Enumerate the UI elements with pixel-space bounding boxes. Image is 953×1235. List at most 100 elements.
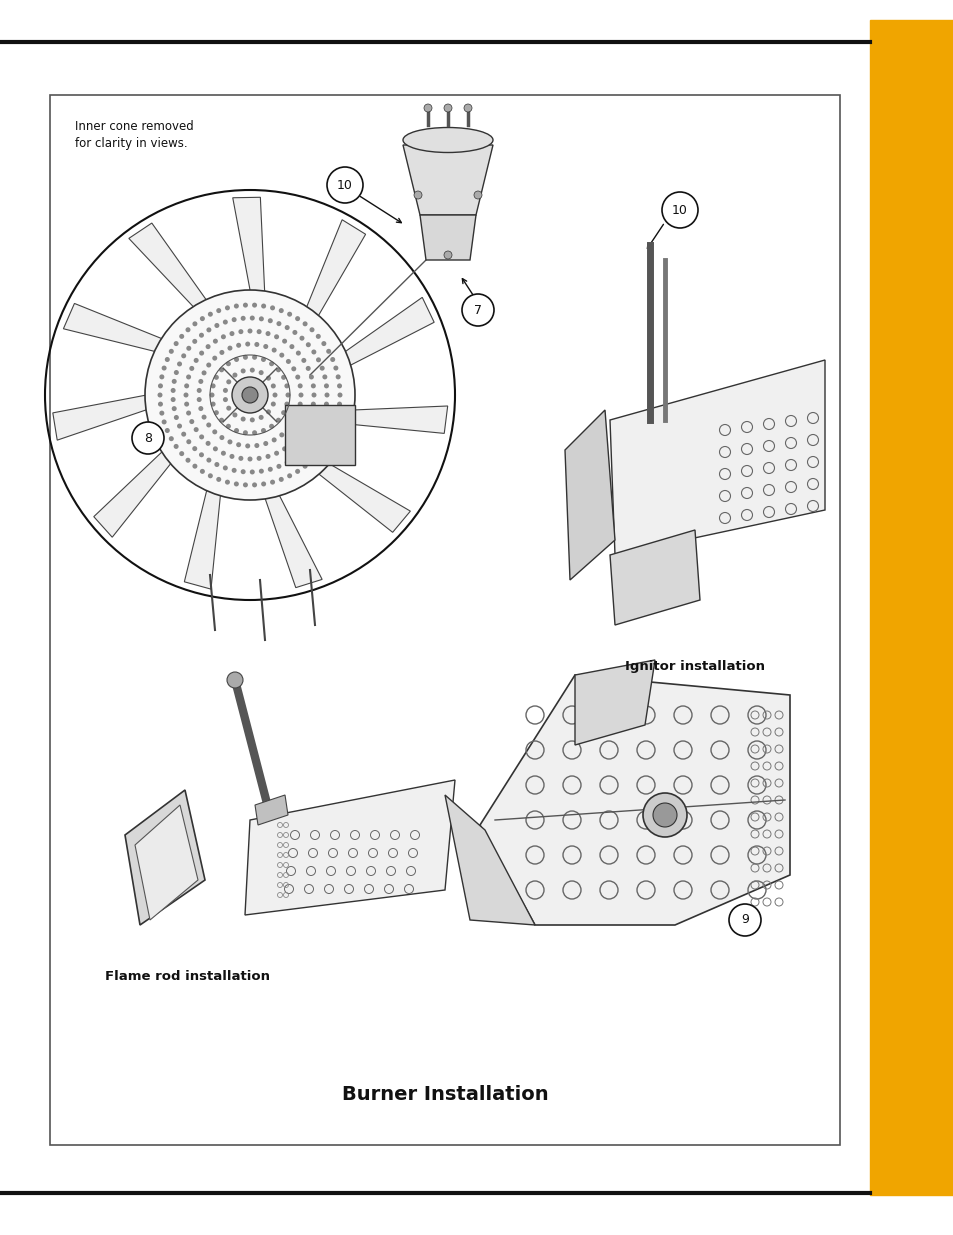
Circle shape — [268, 319, 273, 324]
Circle shape — [335, 374, 340, 379]
Circle shape — [240, 469, 246, 474]
Circle shape — [206, 345, 211, 350]
Text: Flame rod installation: Flame rod installation — [105, 969, 270, 983]
Polygon shape — [419, 215, 476, 261]
Circle shape — [311, 350, 316, 354]
Text: Burner Installation: Burner Installation — [341, 1086, 548, 1104]
Circle shape — [211, 383, 215, 388]
Circle shape — [263, 441, 268, 446]
Circle shape — [281, 410, 286, 415]
Circle shape — [292, 330, 297, 335]
Polygon shape — [184, 441, 225, 589]
Polygon shape — [278, 437, 410, 532]
Circle shape — [177, 424, 182, 429]
Text: Ignitor installation: Ignitor installation — [624, 659, 764, 673]
Circle shape — [230, 331, 234, 336]
Text: 8: 8 — [144, 431, 152, 445]
Circle shape — [258, 468, 264, 474]
Circle shape — [216, 308, 221, 314]
Circle shape — [193, 358, 198, 363]
Circle shape — [236, 442, 241, 447]
Circle shape — [173, 370, 178, 375]
Circle shape — [335, 410, 340, 416]
Polygon shape — [129, 224, 235, 345]
Circle shape — [189, 419, 194, 424]
Circle shape — [289, 345, 294, 350]
Circle shape — [132, 422, 164, 454]
Circle shape — [306, 342, 311, 347]
Circle shape — [206, 363, 211, 368]
Circle shape — [179, 451, 184, 456]
Circle shape — [287, 311, 292, 316]
Circle shape — [181, 353, 186, 358]
Circle shape — [193, 338, 197, 343]
Circle shape — [278, 477, 283, 482]
Circle shape — [219, 435, 224, 440]
Circle shape — [226, 424, 231, 429]
Circle shape — [169, 436, 173, 441]
Circle shape — [206, 327, 212, 332]
Circle shape — [159, 374, 164, 379]
Circle shape — [165, 429, 170, 433]
Circle shape — [279, 353, 284, 358]
Circle shape — [227, 672, 243, 688]
Polygon shape — [444, 795, 535, 925]
Polygon shape — [575, 659, 655, 745]
Circle shape — [198, 406, 203, 411]
Circle shape — [216, 477, 221, 482]
Circle shape — [254, 443, 259, 448]
Circle shape — [312, 393, 316, 398]
Circle shape — [461, 294, 494, 326]
Circle shape — [443, 104, 452, 112]
Circle shape — [247, 329, 253, 333]
Circle shape — [336, 401, 342, 406]
Circle shape — [301, 427, 306, 432]
Circle shape — [261, 357, 266, 362]
Circle shape — [206, 441, 211, 446]
Circle shape — [324, 393, 329, 398]
Circle shape — [171, 398, 175, 403]
Circle shape — [211, 401, 215, 406]
Circle shape — [272, 437, 276, 442]
Circle shape — [256, 330, 261, 335]
Polygon shape — [63, 304, 210, 364]
Circle shape — [225, 479, 230, 484]
Circle shape — [322, 410, 327, 416]
Circle shape — [463, 104, 472, 112]
Circle shape — [243, 303, 248, 308]
Bar — [869, 20, 953, 1195]
Circle shape — [208, 311, 213, 316]
Text: Inner cone removed
for clarity in views.: Inner cone removed for clarity in views. — [75, 120, 193, 149]
Circle shape — [270, 479, 274, 484]
Circle shape — [219, 367, 224, 372]
Circle shape — [223, 388, 228, 393]
Circle shape — [172, 406, 176, 411]
Polygon shape — [479, 676, 789, 925]
Circle shape — [199, 435, 204, 440]
Circle shape — [252, 354, 256, 359]
Circle shape — [273, 393, 277, 398]
Circle shape — [326, 436, 331, 441]
Polygon shape — [233, 198, 267, 342]
Circle shape — [161, 366, 167, 370]
Circle shape — [309, 327, 314, 332]
Circle shape — [279, 432, 284, 437]
Circle shape — [208, 473, 213, 478]
Circle shape — [282, 338, 287, 343]
Circle shape — [252, 303, 256, 308]
Circle shape — [321, 443, 326, 448]
Circle shape — [258, 415, 263, 420]
Circle shape — [322, 374, 327, 379]
Circle shape — [242, 387, 257, 403]
Polygon shape — [135, 805, 198, 920]
Circle shape — [232, 468, 236, 473]
Circle shape — [185, 327, 191, 332]
Circle shape — [284, 459, 290, 464]
Circle shape — [265, 331, 271, 336]
Circle shape — [159, 410, 164, 416]
Circle shape — [226, 379, 231, 384]
Circle shape — [243, 354, 248, 359]
Circle shape — [333, 366, 338, 370]
Circle shape — [309, 410, 314, 415]
Circle shape — [294, 469, 300, 474]
